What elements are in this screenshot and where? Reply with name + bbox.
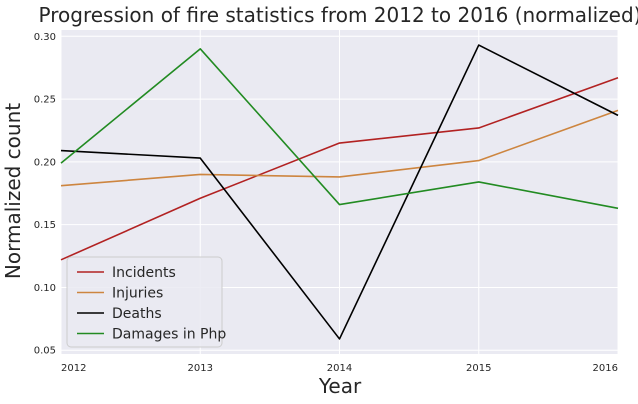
x-tick-label: 2012 [61,363,86,374]
legend-label: Deaths [112,306,162,322]
y-tick-label: 0.25 [34,95,56,106]
chart-title: Progression of fire statistics from 2012… [39,3,638,27]
y-tick-label: 0.10 [34,283,56,294]
series-line-injuries [60,109,619,187]
x-tick-label: 2013 [188,363,213,374]
legend-label: Incidents [112,265,176,281]
y-tick-label: 0.15 [34,220,56,231]
y-tick-label: 0.30 [34,32,56,43]
y-tick-label: 0.20 [34,157,56,168]
series-line-incidents [60,76,619,261]
x-tick-label: 2015 [466,363,491,374]
legend: Incidents Injuries Deaths Damages in Php [66,256,226,348]
tick-labels: 0.05 0.10 0.15 0.20 0.25 0.30 2012 2013 2014 2015… [34,32,618,374]
y-tick-label: 0.05 [34,346,56,357]
series-line-damages-in-php [60,48,619,210]
x-axis-label: Year [318,374,362,398]
series-line-deaths [60,44,619,340]
legend-box [66,256,223,348]
x-tick-label: 2016 [593,363,618,374]
y-axis-label: Normalized count [1,103,25,279]
legend-label: Injuries [112,286,163,302]
x-tick-label: 2014 [327,363,352,374]
legend-label: Damages in Php [112,327,226,343]
series-layer [60,44,619,340]
grid [60,30,619,354]
